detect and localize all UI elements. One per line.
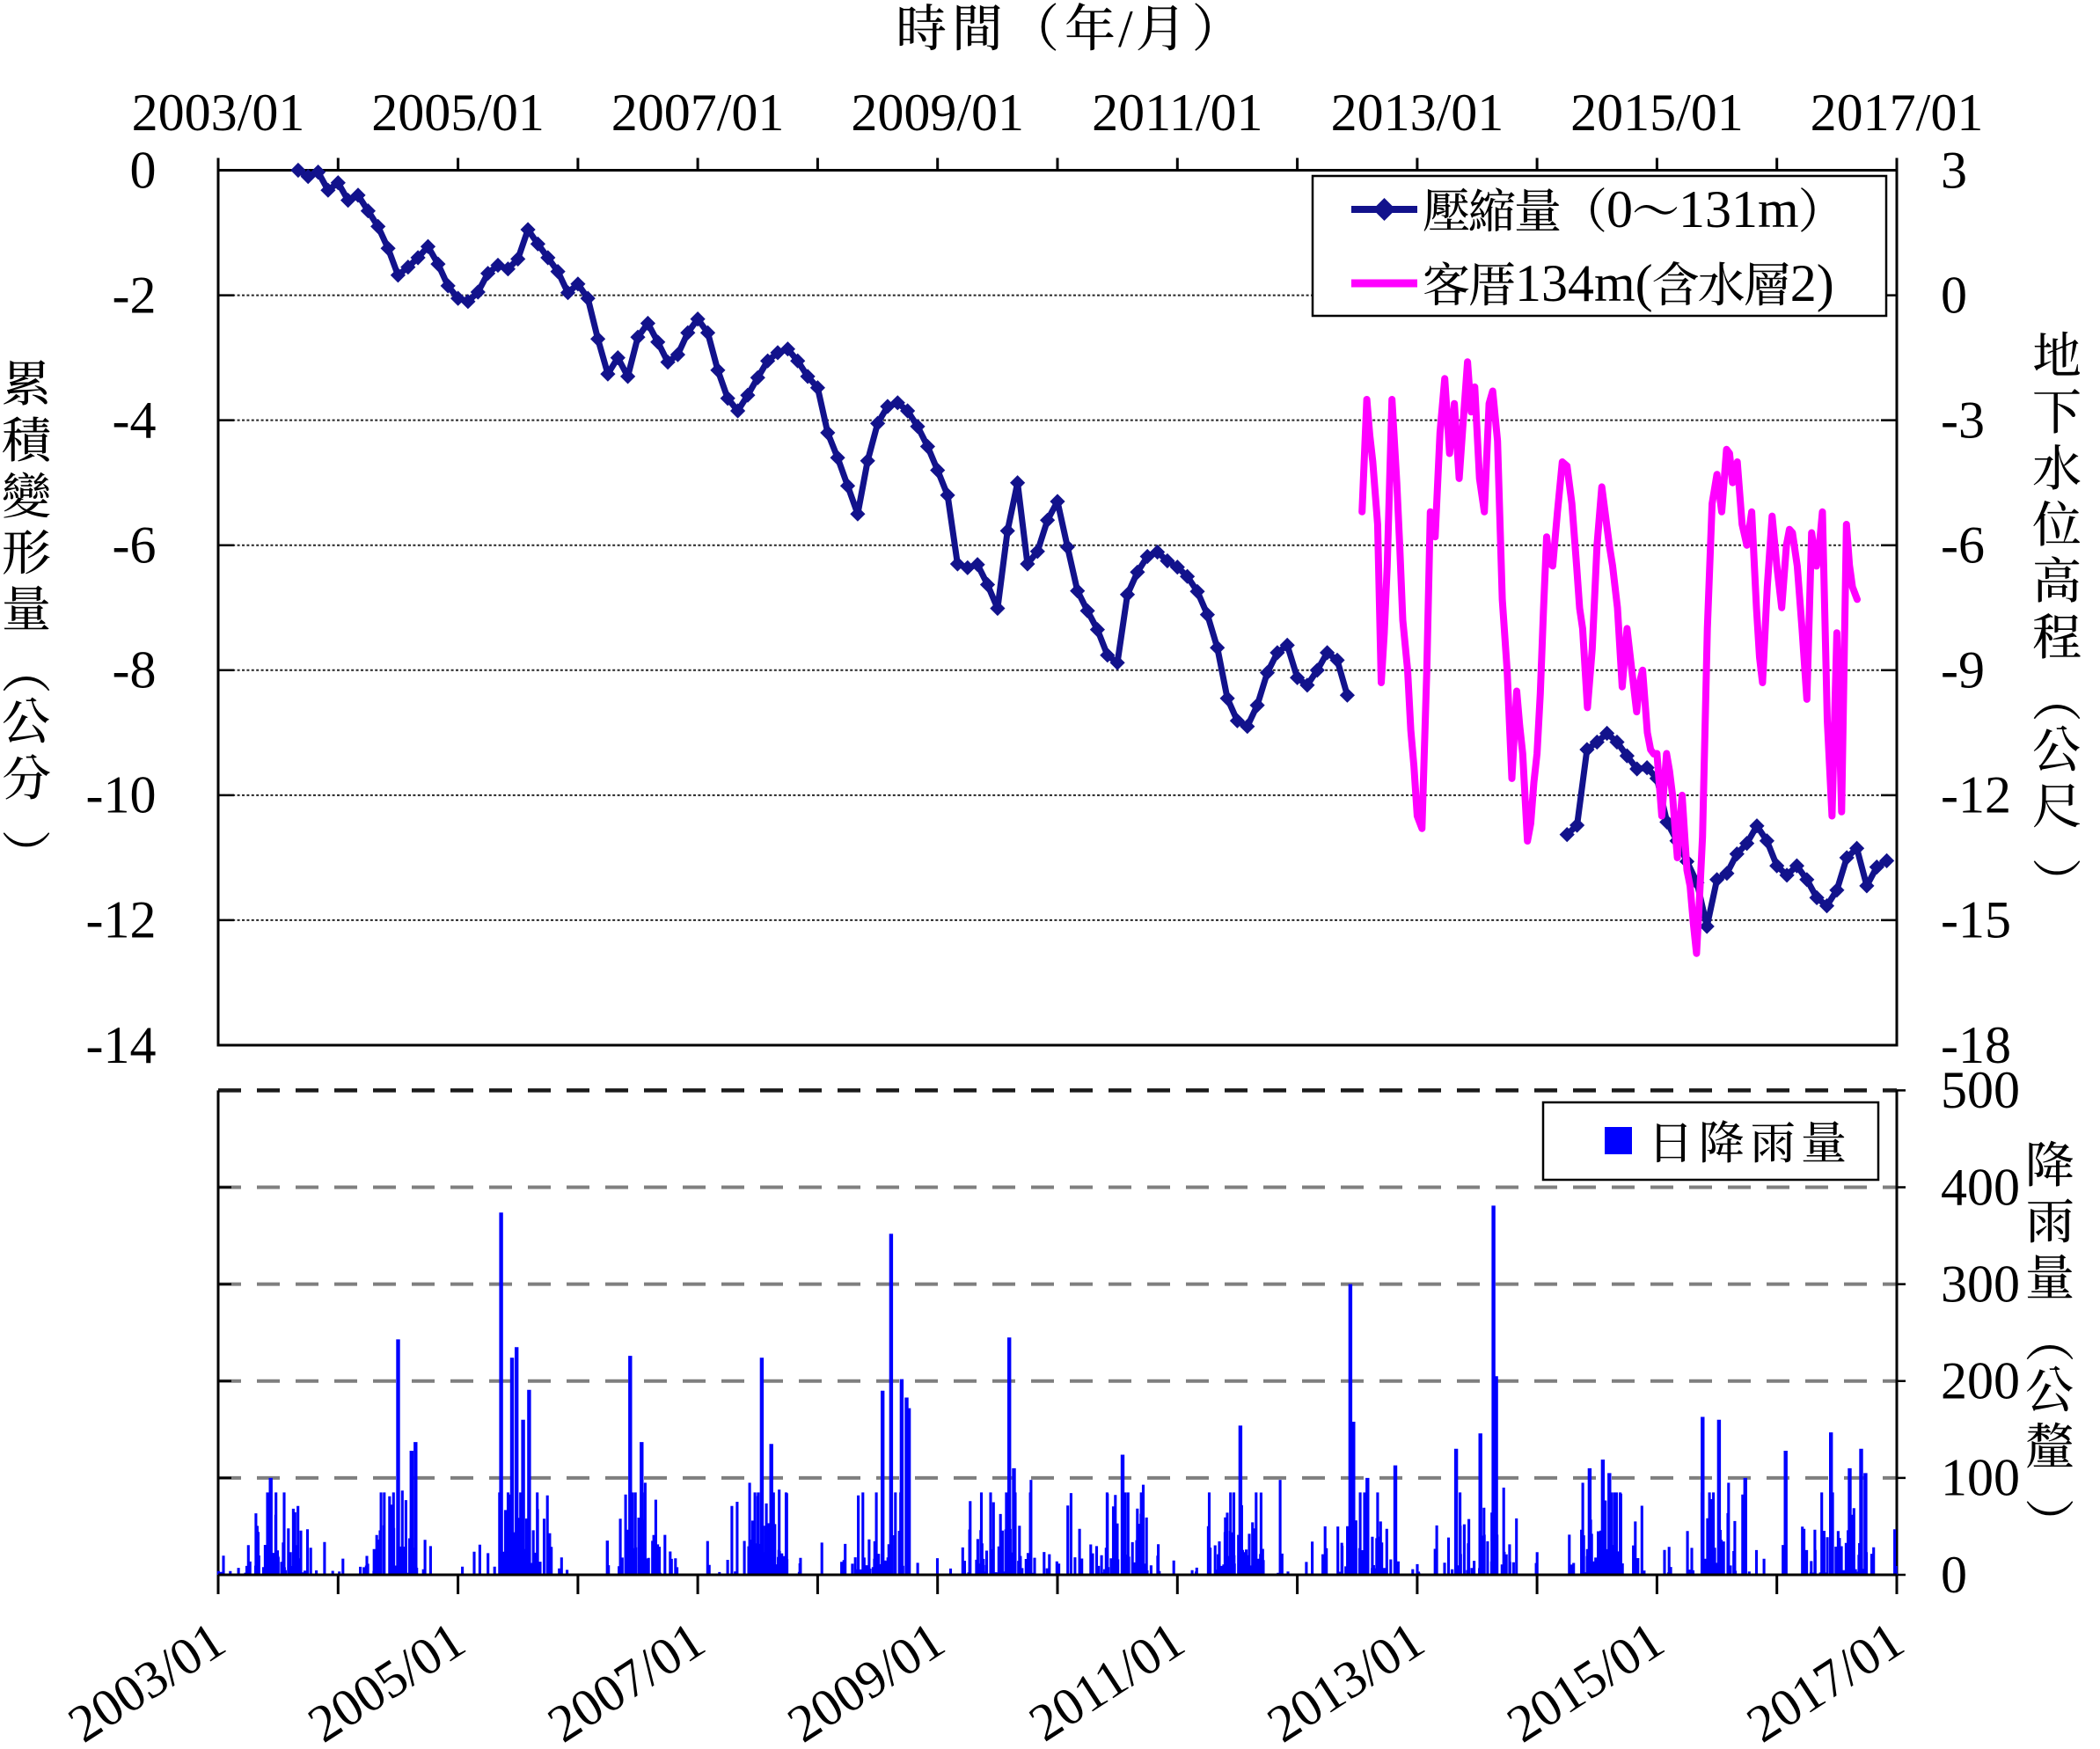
svg-text:2015/01: 2015/01 — [1570, 84, 1744, 142]
svg-text:2007/01: 2007/01 — [611, 84, 785, 142]
svg-text:-6: -6 — [113, 516, 157, 574]
svg-text:-8: -8 — [113, 641, 157, 699]
svg-text:100: 100 — [1941, 1449, 2020, 1507]
svg-text:-9: -9 — [1941, 641, 1985, 699]
svg-text:-12: -12 — [86, 891, 157, 949]
svg-text:134m(: 134m( — [1515, 254, 1653, 312]
svg-text:400: 400 — [1941, 1158, 2020, 1216]
svg-text:-10: -10 — [86, 766, 157, 824]
svg-text:0: 0 — [1606, 180, 1633, 238]
svg-text:200: 200 — [1941, 1352, 2020, 1410]
svg-text:0: 0 — [1941, 266, 1967, 324]
svg-text:2003/01: 2003/01 — [132, 84, 305, 142]
svg-text:500: 500 — [1941, 1061, 2020, 1119]
svg-text:2011/01: 2011/01 — [1092, 84, 1262, 142]
svg-text:131m: 131m — [1679, 180, 1799, 238]
svg-text:2): 2) — [1790, 254, 1834, 312]
svg-text:3: 3 — [1941, 141, 1967, 199]
svg-text:2017/01: 2017/01 — [1811, 84, 1984, 142]
svg-text:-15: -15 — [1941, 891, 2011, 949]
svg-text:0: 0 — [130, 141, 157, 199]
svg-text:/: / — [1118, 0, 1133, 58]
svg-text:-3: -3 — [1941, 391, 1985, 449]
svg-text:0: 0 — [1941, 1546, 1967, 1604]
svg-text:300: 300 — [1941, 1255, 2020, 1313]
svg-text:-12: -12 — [1941, 766, 2011, 824]
svg-text:-14: -14 — [86, 1016, 157, 1074]
svg-text:-6: -6 — [1941, 516, 1985, 574]
svg-text:2009/01: 2009/01 — [851, 84, 1024, 142]
svg-text:-18: -18 — [1941, 1016, 2011, 1074]
svg-text:2005/01: 2005/01 — [371, 84, 545, 142]
svg-text:2013/01: 2013/01 — [1331, 84, 1504, 142]
svg-text:-4: -4 — [113, 391, 157, 449]
svg-text:-2: -2 — [113, 266, 157, 324]
